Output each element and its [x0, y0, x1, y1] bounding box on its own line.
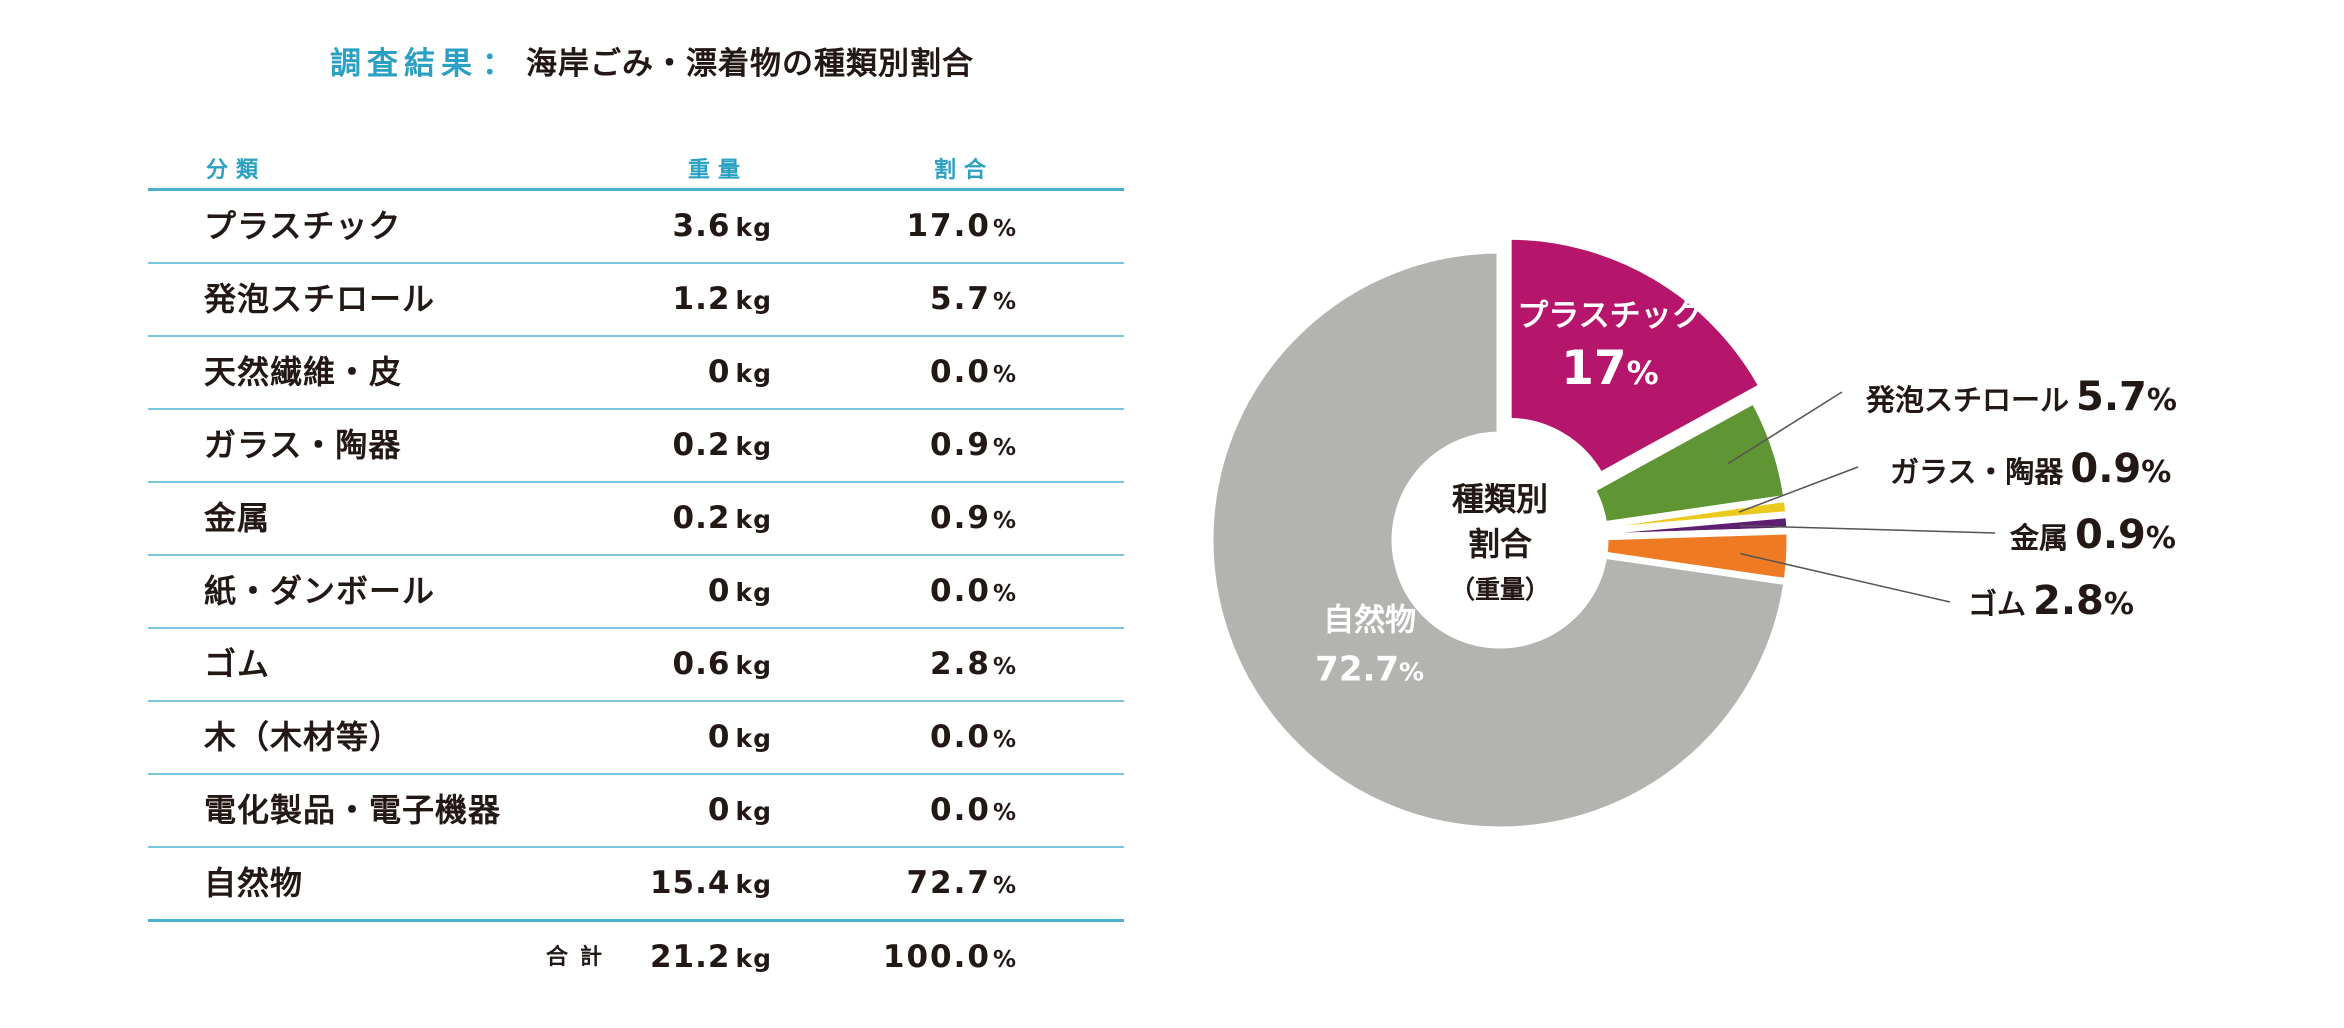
row-category: プラスチック: [204, 207, 402, 245]
total-share: 100.0%: [882, 939, 1018, 975]
results-table: 分類 重量 割合 プラスチック 3.6 kg 17.0% 発泡スチロール 1.2 kg 5.7…: [148, 146, 1124, 992]
row-share: 72.7%: [906, 865, 1018, 901]
table-row: ゴム 0.6 kg 2.8%: [148, 629, 1124, 702]
row-weight: 15.4 kg: [649, 865, 772, 901]
row-share: 0.0%: [930, 354, 1018, 390]
table-row: 発泡スチロール 1.2 kg 5.7%: [148, 264, 1124, 337]
row-share: 0.0%: [930, 792, 1018, 828]
row-weight: 0.6 kg: [672, 646, 772, 682]
table-row: 天然繊維・皮 0 kg 0.0%: [148, 337, 1124, 410]
table-header: 分類 重量 割合: [148, 146, 1124, 191]
header-weight: 重量: [688, 158, 749, 183]
row-weight: 0 kg: [707, 719, 772, 755]
row-share: 2.8%: [930, 646, 1018, 682]
row-category: 紙・ダンボール: [204, 572, 436, 610]
pie-slice: [1504, 232, 1768, 481]
slice-label-name: プラスチック: [1517, 298, 1702, 334]
row-weight: 0.2 kg: [672, 427, 772, 463]
callout-label: 金属 0.9%: [2009, 512, 2176, 558]
slice-callout: 金属 0.9%: [1740, 512, 2176, 558]
row-category: 木（木材等）: [204, 718, 403, 756]
row-weight: 0 kg: [707, 354, 772, 390]
table-row: 金属 0.2 kg 0.9%: [148, 483, 1124, 556]
table-row: 紙・ダンボール 0 kg 0.0%: [148, 556, 1124, 629]
table-row: 木（木材等） 0 kg 0.0%: [148, 702, 1124, 775]
table-row: 自然物 15.4 kg 72.7%: [148, 848, 1124, 922]
row-weight: 1.2 kg: [672, 281, 772, 317]
pie-slice: [1206, 246, 1791, 834]
row-category: 天然繊維・皮: [204, 353, 403, 391]
total-weight: 21.2 kg: [649, 939, 772, 975]
row-weight: 3.6 kg: [672, 208, 772, 244]
row-share: 0.0%: [930, 719, 1018, 755]
row-category: 金属: [204, 499, 271, 537]
row-share: 0.0%: [930, 573, 1018, 609]
center-label-line1: 種類別: [1452, 480, 1548, 518]
total-label: 合計: [545, 945, 614, 970]
center-label-line3: （重量）: [1450, 575, 1550, 604]
title-prefix: 調査結果: [330, 46, 478, 82]
callout-label: ガラス・陶器 0.9%: [1890, 446, 2171, 492]
slice-callout: 発泡スチロール 5.7%: [1727, 374, 2177, 465]
slice-callout: ガラス・陶器 0.9%: [1738, 446, 2171, 513]
center-label: 種類別割合 （重量）: [1450, 480, 1550, 604]
row-share: 0.9%: [930, 500, 1018, 536]
center-label-line2: 割合: [1468, 525, 1532, 563]
callout-label: ゴム 2.8%: [1968, 578, 2134, 624]
title-main: 海岸ごみ・漂着物の種類別割合: [526, 46, 974, 82]
slice-label-value: 72.7%: [1315, 649, 1424, 689]
row-category: 電化製品・電子機器: [204, 791, 502, 829]
leader-line: [1740, 552, 1951, 603]
row-weight: 0 kg: [707, 792, 772, 828]
callout-label: 発泡スチロール 5.7%: [1865, 374, 2177, 420]
slice-label-name: 自然物: [1323, 602, 1416, 638]
slice-label: プラスチック 17%: [1517, 298, 1702, 396]
table-total-row: 合計 21.2 kg 100.0%: [148, 922, 1124, 992]
header-share: 割合: [934, 158, 995, 183]
row-category: 発泡スチロール: [204, 280, 436, 318]
chart-title: 調査結果： 海岸ごみ・漂着物の種類別割合: [330, 38, 974, 83]
leader-line: [1738, 466, 1859, 513]
header-category: 分類: [206, 158, 267, 183]
row-share: 17.0%: [906, 208, 1018, 244]
table-row: プラスチック 3.6 kg 17.0%: [148, 191, 1124, 264]
slice-label: 自然物 72.7%: [1315, 602, 1424, 689]
row-share: 0.9%: [930, 427, 1018, 463]
slice-callout: ゴム 2.8%: [1740, 552, 2134, 624]
table-row: ガラス・陶器 0.2 kg 0.9%: [148, 410, 1124, 483]
table-row: 電化製品・電子機器 0 kg 0.0%: [148, 775, 1124, 848]
title-separator: ：: [482, 46, 514, 82]
leader-line: [1727, 391, 1843, 465]
row-category: ゴム: [204, 645, 271, 683]
slice-label-value: 17%: [1561, 341, 1658, 396]
leader-line: [1740, 524, 1996, 534]
row-weight: 0.2 kg: [672, 500, 772, 536]
row-category: ガラス・陶器: [204, 426, 402, 464]
row-weight: 0 kg: [707, 573, 772, 609]
row-share: 5.7%: [930, 281, 1018, 317]
row-category: 自然物: [204, 864, 304, 902]
